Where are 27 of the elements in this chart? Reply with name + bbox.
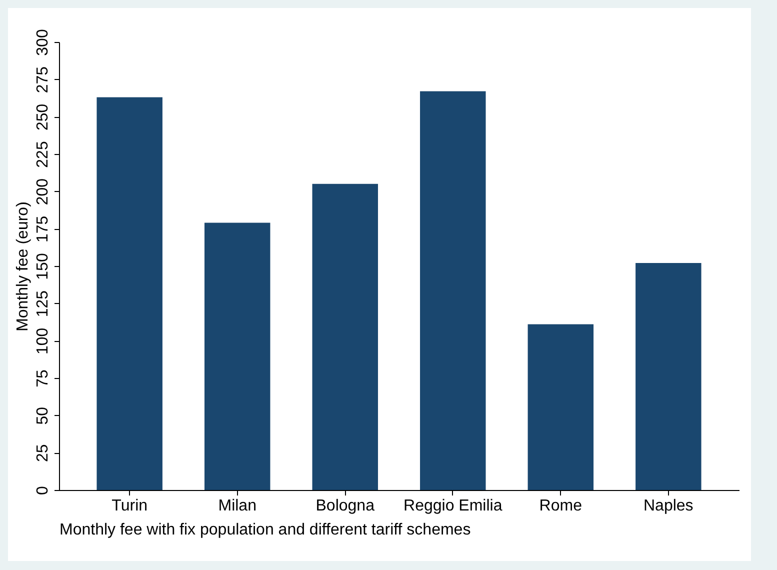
x-tick-label: Bologna <box>316 498 375 514</box>
y-tick-label: 0 <box>34 486 52 495</box>
x-tick-label: Milan <box>218 498 256 514</box>
bar <box>312 184 378 490</box>
y-tick-label: 75 <box>34 370 52 388</box>
y-tick-label: 275 <box>34 66 52 94</box>
y-tick-label: 125 <box>34 290 52 318</box>
x-tick-label: Turin <box>112 498 148 514</box>
y-tick-label: 225 <box>34 141 52 168</box>
y-tick-label: 250 <box>34 104 52 131</box>
x-axis-title: Monthly fee with fix population and different tariff schemes <box>60 522 471 538</box>
y-tick-label: 100 <box>34 328 52 355</box>
y-tick-label: 25 <box>34 444 52 462</box>
x-tick-label: Rome <box>539 498 582 514</box>
y-tick-label: 50 <box>34 406 52 425</box>
y-tick-label: 150 <box>34 253 52 280</box>
bar <box>528 324 594 490</box>
y-axis-title: Monthly fee (euro) <box>14 202 32 332</box>
bar <box>420 91 486 490</box>
y-tick-label: 200 <box>34 178 52 206</box>
bar <box>636 263 702 490</box>
x-tick-label: Reggio Emilia <box>404 498 502 514</box>
y-tick-label: 300 <box>34 29 52 56</box>
bar <box>96 97 162 490</box>
x-tick-label: Naples <box>644 498 694 514</box>
y-tick-label: 175 <box>34 216 52 243</box>
bar <box>204 222 270 490</box>
